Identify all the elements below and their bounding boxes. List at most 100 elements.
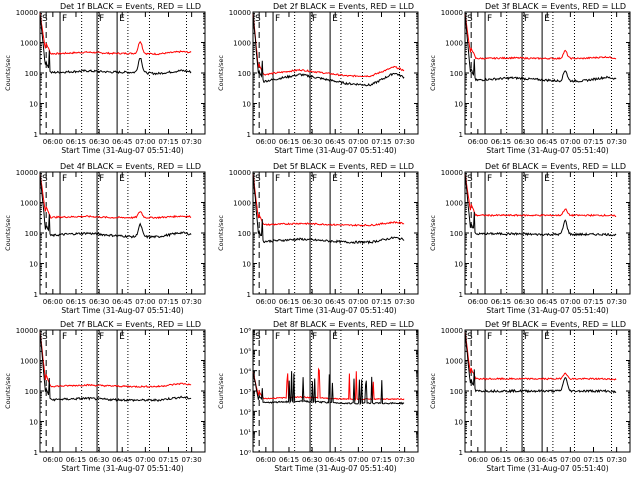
x-tick-label: 07:15: [583, 298, 603, 306]
chart-panel: Det 6f BLACK = Events, RED = LLD 1 10 100 10…: [429, 162, 631, 315]
x-tick-label: 06:00: [256, 138, 276, 146]
x-tick-label: 06:00: [256, 456, 276, 464]
x-tick-label: 07:30: [182, 298, 202, 306]
y-axis-label: Counts/sec: [4, 373, 12, 409]
y-tick-label: 10⁰: [239, 449, 251, 457]
x-tick-label: 07:30: [607, 456, 627, 464]
event-marker-label: S: [467, 14, 473, 24]
y-tick-label: 100: [25, 230, 38, 238]
lld-series-line: [464, 174, 617, 218]
events-series-line: [464, 331, 617, 394]
x-tick-label: 06:30: [514, 456, 534, 464]
x-tick-label: 06:15: [66, 298, 86, 306]
y-tick-label: 10000: [229, 9, 251, 17]
event-marker-label: F: [62, 332, 67, 342]
chart-title: Det 1f BLACK = Events, RED = LLD: [60, 2, 201, 11]
y-tick-label: 1: [34, 291, 38, 299]
y-axis-label: Counts/sec: [429, 215, 437, 251]
x-tick-label: 07:30: [607, 138, 627, 146]
chart-panel: Det 1f BLACK = Events, RED = LLD 1 10 100 10…: [4, 2, 206, 155]
events-series-line: [39, 332, 192, 403]
chart-title: Det 5f BLACK = Events, RED = LLD: [273, 162, 414, 171]
x-tick-label: 07:00: [348, 138, 368, 146]
x-tick-label: 07:15: [583, 138, 603, 146]
y-axis-label: Counts/sec: [4, 215, 12, 251]
event-marker-label: F: [99, 14, 104, 24]
y-tick-label: 100: [25, 70, 38, 78]
y-tick-label: 100: [238, 70, 251, 78]
x-tick-label: 07:15: [371, 298, 391, 306]
event-marker-label: S: [467, 332, 473, 342]
events-series-line: [464, 12, 617, 83]
x-tick-label: 06:45: [537, 138, 557, 146]
y-tick-label: 1000: [233, 200, 251, 208]
y-tick-label: 1000: [445, 358, 463, 366]
y-tick-label: 10: [242, 101, 251, 109]
x-tick-label: 07:30: [182, 138, 202, 146]
event-marker-label: E: [119, 174, 125, 184]
y-tick-label: 100: [238, 230, 251, 238]
x-tick-label: 06:45: [325, 298, 345, 306]
x-tick-label: 06:15: [279, 138, 299, 146]
chart-panel: Det 2f BLACK = Events, RED = LLD 1 10 100 10…: [217, 2, 419, 155]
y-tick-label: 1000: [445, 200, 463, 208]
y-tick-label: 1: [459, 291, 463, 299]
y-tick-label: 10: [29, 101, 38, 109]
event-marker-label: S: [42, 332, 48, 342]
x-tick-label: 06:00: [468, 298, 488, 306]
x-tick-label: 07:00: [348, 298, 368, 306]
y-tick-label: 10: [454, 261, 463, 269]
y-tick-label: 1: [459, 131, 463, 139]
x-tick-label: 06:15: [491, 456, 511, 464]
y-tick-label: 100: [450, 70, 463, 78]
y-tick-label: 10000: [16, 9, 38, 17]
plot-frame: [252, 329, 419, 453]
events-series-line: [252, 12, 405, 87]
event-marker-label: F: [487, 14, 492, 24]
y-tick-label: 10⁴: [239, 368, 251, 376]
x-axis-label: Start Time (31-Aug-07 05:51:40): [274, 464, 396, 473]
y-tick-label: 10000: [441, 9, 463, 17]
y-tick-label: 10000: [441, 169, 463, 177]
event-marker-label: F: [275, 14, 280, 24]
y-tick-label: 10000: [229, 169, 251, 177]
y-axis-label: Counts/sec: [4, 55, 12, 91]
y-tick-label: 1000: [20, 358, 38, 366]
event-marker-label: S: [42, 174, 48, 184]
plot-frame: [39, 329, 206, 453]
lld-series-line: [39, 332, 192, 388]
y-axis-label: Counts/sec: [217, 215, 225, 251]
x-tick-label: 06:30: [89, 298, 109, 306]
chart-panel: Det 5f BLACK = Events, RED = LLD 1 10 100 10…: [217, 162, 419, 315]
x-tick-label: 07:15: [583, 456, 603, 464]
chart-title: Det 6f BLACK = Events, RED = LLD: [485, 162, 626, 171]
x-tick-label: 07:00: [135, 456, 155, 464]
y-tick-label: 10000: [16, 169, 38, 177]
event-marker-label: F: [524, 174, 529, 184]
event-marker-label: F: [99, 174, 104, 184]
y-tick-label: 1000: [233, 40, 251, 48]
event-marker-label: F: [524, 14, 529, 24]
x-tick-label: 06:45: [537, 298, 557, 306]
x-tick-label: 06:15: [66, 138, 86, 146]
x-tick-label: 06:00: [43, 138, 63, 146]
x-tick-label: 07:30: [395, 298, 415, 306]
event-marker-label: F: [312, 174, 317, 184]
x-tick-label: 06:15: [491, 138, 511, 146]
chart-title: Det 2f BLACK = Events, RED = LLD: [273, 2, 414, 11]
y-tick-label: 1: [459, 449, 463, 457]
x-tick-label: 06:00: [43, 298, 63, 306]
x-tick-label: 06:00: [43, 456, 63, 464]
chart-title: Det 7f BLACK = Events, RED = LLD: [60, 320, 201, 329]
y-tick-label: 10³: [239, 388, 251, 396]
x-tick-label: 07:30: [607, 298, 627, 306]
chart-panel: Det 8f BLACK = Events, RED = LLD 10⁰ 10¹ 10…: [217, 320, 419, 473]
y-tick-label: 1: [34, 449, 38, 457]
x-tick-label: 06:45: [112, 298, 132, 306]
y-tick-label: 10⁶: [239, 327, 251, 335]
events-series-line: [252, 173, 405, 245]
y-tick-label: 1000: [20, 40, 38, 48]
x-tick-label: 06:15: [279, 298, 299, 306]
x-tick-label: 07:15: [158, 298, 178, 306]
x-axis-label: Start Time (31-Aug-07 05:51:40): [486, 306, 608, 315]
